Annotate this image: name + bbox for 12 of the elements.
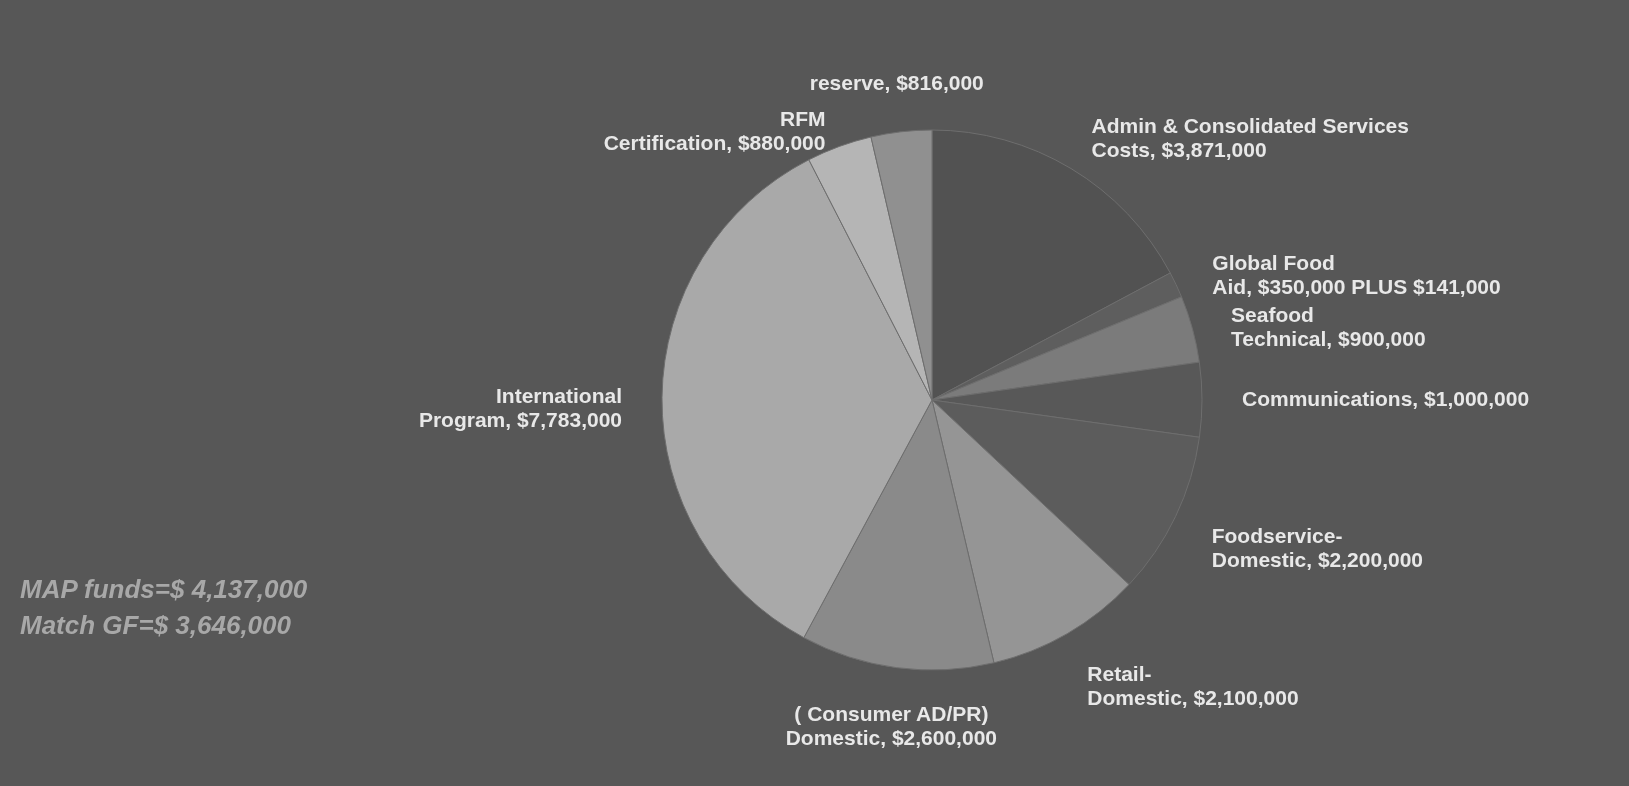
- slice-label: Foodservice-Domestic, $2,200,000: [1211, 524, 1424, 572]
- text: Match GF=$ 3,646,000: [20, 610, 292, 640]
- slice-label: Admin & Consolidated Services Costs, $3,871,000: [1091, 114, 1409, 162]
- slice-label: Retail-Domestic, $2,100,000: [1087, 662, 1299, 710]
- slice-label: Global Food Aid, $350,000 PLUS $141,000: [1212, 251, 1501, 299]
- slice-label: Communications, $1,000,000: [1242, 386, 1530, 410]
- slice-label: Seafood Technical, $900,000: [1231, 303, 1426, 351]
- slice-label: ( Consumer AD/PR) Domestic, $2,600,000: [785, 702, 997, 750]
- slice-label: RFM Certification, $880,000: [603, 107, 826, 155]
- text: MAP funds=$ 4,137,000: [20, 574, 308, 604]
- slice-label: International Program, $7,783,000: [418, 383, 623, 431]
- slice-label: reserve, $816,000: [809, 71, 984, 95]
